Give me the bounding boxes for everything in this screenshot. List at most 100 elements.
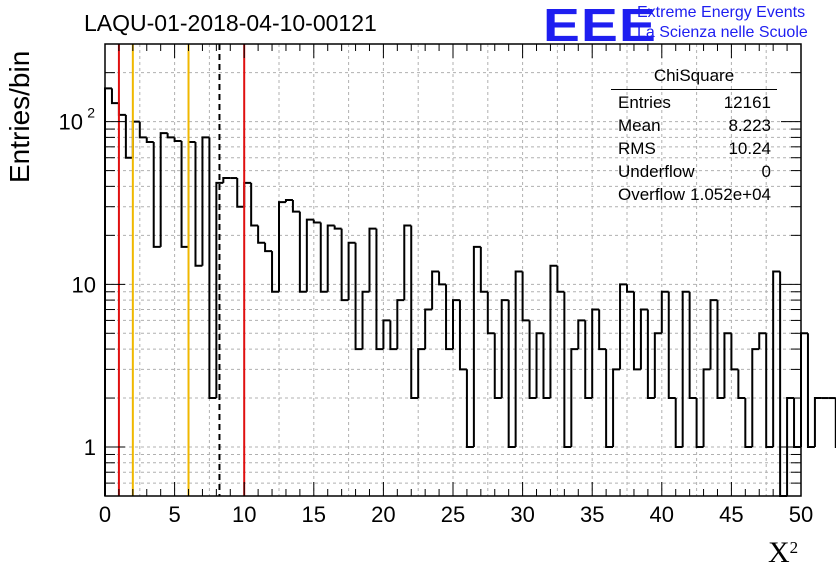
histogram-bin xyxy=(612,368,621,448)
histogram-bin xyxy=(709,299,718,370)
histogram-bin xyxy=(333,225,342,230)
histogram-bin xyxy=(438,271,447,286)
stats-value: 1.052e+04 xyxy=(690,185,771,204)
stats-value: 12161 xyxy=(723,93,771,112)
histogram-bin xyxy=(166,133,175,139)
histogram-bin xyxy=(326,224,335,292)
histogram-bin xyxy=(758,332,767,350)
stats-box: ChiSquare Entries 12161 Mean 8.223 RMS 10.2… xyxy=(611,66,777,205)
histogram-bin xyxy=(368,227,377,292)
histogram-bin xyxy=(201,136,210,266)
x-tick-label: 25 xyxy=(441,502,465,527)
histogram-bin xyxy=(514,270,523,448)
histogram-bin xyxy=(424,308,433,350)
histogram-bin xyxy=(298,211,307,293)
histogram-bin xyxy=(695,398,704,449)
histogram-bin xyxy=(507,300,516,449)
histogram-bin xyxy=(570,348,579,448)
x-tick-label: 40 xyxy=(650,502,674,527)
histogram-bin xyxy=(577,319,586,350)
histogram-bin xyxy=(716,300,725,400)
histogram-bin xyxy=(556,265,565,293)
histogram-bin xyxy=(417,348,426,399)
histogram-bin xyxy=(396,299,405,350)
histogram-bin xyxy=(772,270,781,448)
histogram-bin xyxy=(403,224,412,301)
histogram-bin xyxy=(619,283,627,370)
histogram-bin xyxy=(765,333,774,449)
histogram-bin xyxy=(354,242,363,351)
histogram-bin xyxy=(291,199,300,213)
histogram-bin xyxy=(472,245,481,448)
histogram-bin xyxy=(347,241,356,301)
stats-row-entries: Entries 12161 xyxy=(611,90,777,113)
histogram-bin xyxy=(117,103,126,116)
histogram-bin xyxy=(173,137,182,143)
stats-key: Underflow xyxy=(618,162,695,181)
histogram-bin xyxy=(145,137,154,143)
x-axis-label: X2 xyxy=(768,536,798,570)
stats-row-overflow: Overflow 1.052e+04 xyxy=(611,182,777,205)
histogram-bin xyxy=(646,309,655,400)
histogram-bin xyxy=(528,320,537,400)
histogram-bin xyxy=(521,271,530,322)
eee-logo: EEE xyxy=(543,0,658,51)
histogram-bin xyxy=(479,246,488,293)
histogram-bin xyxy=(542,333,551,400)
histogram-bin xyxy=(215,181,224,399)
histogram-bin xyxy=(674,398,683,449)
x-tick-label: 35 xyxy=(580,502,604,527)
chart-title: LAQU-01-2018-04-10-00121 xyxy=(84,10,377,36)
histogram-bin xyxy=(793,398,801,449)
histogram-bin xyxy=(653,332,662,399)
histogram-bin xyxy=(375,228,384,351)
histogram-bin xyxy=(591,308,600,399)
histogram-bin xyxy=(152,141,161,248)
histogram-bin xyxy=(584,320,593,400)
histogram-bin xyxy=(180,141,189,248)
x-tick-label: 0 xyxy=(99,502,111,527)
histogram-bin xyxy=(312,219,321,224)
histogram-bin xyxy=(131,120,140,158)
histogram-bin xyxy=(194,141,203,267)
histogram-bin xyxy=(723,332,732,399)
logo-line-1: Extreme Energy Events xyxy=(637,4,806,21)
histogram-bin xyxy=(222,177,231,183)
histogram-bin xyxy=(458,300,467,371)
histogram-bin xyxy=(208,137,217,400)
y-tick-label: 10 xyxy=(59,110,83,135)
stats-key: RMS xyxy=(618,139,656,158)
histogram-bin xyxy=(250,182,259,227)
stats-row-underflow: Underflow 0 xyxy=(611,159,777,182)
histogram-bin xyxy=(605,349,614,449)
x-tick-label: 50 xyxy=(789,502,813,527)
histogram-bin xyxy=(626,284,634,293)
histogram-bin xyxy=(271,251,279,293)
histogram-bin xyxy=(361,290,370,350)
histogram-bin xyxy=(800,332,808,448)
histogram-bin xyxy=(257,225,266,244)
stats-row-rms: RMS 10.24 xyxy=(611,136,777,159)
histogram-bin xyxy=(465,369,474,449)
y-tick-label: 10 xyxy=(72,272,96,297)
histogram-bin xyxy=(730,333,739,371)
histogram-bin xyxy=(744,398,753,449)
stats-key: Mean xyxy=(618,116,661,135)
histogram-bin xyxy=(382,319,391,350)
x-axis-label-base: X xyxy=(768,536,790,569)
y-tick-label: 1 xyxy=(84,435,96,460)
histogram-bin xyxy=(319,222,328,293)
histogram-bin xyxy=(431,270,440,310)
x-tick-label: 20 xyxy=(371,502,395,527)
histogram-bin xyxy=(305,218,314,292)
histogram-bin xyxy=(667,291,676,400)
x-axis-label-superscript: 2 xyxy=(789,538,799,557)
histogram-bin xyxy=(681,290,690,448)
histogram-bin xyxy=(236,178,245,208)
histogram-bin xyxy=(452,299,460,350)
histogram-bin xyxy=(702,368,711,448)
histogram-bin xyxy=(264,242,273,253)
histogram-bin xyxy=(493,333,502,400)
stats-key: Overflow xyxy=(618,185,686,204)
